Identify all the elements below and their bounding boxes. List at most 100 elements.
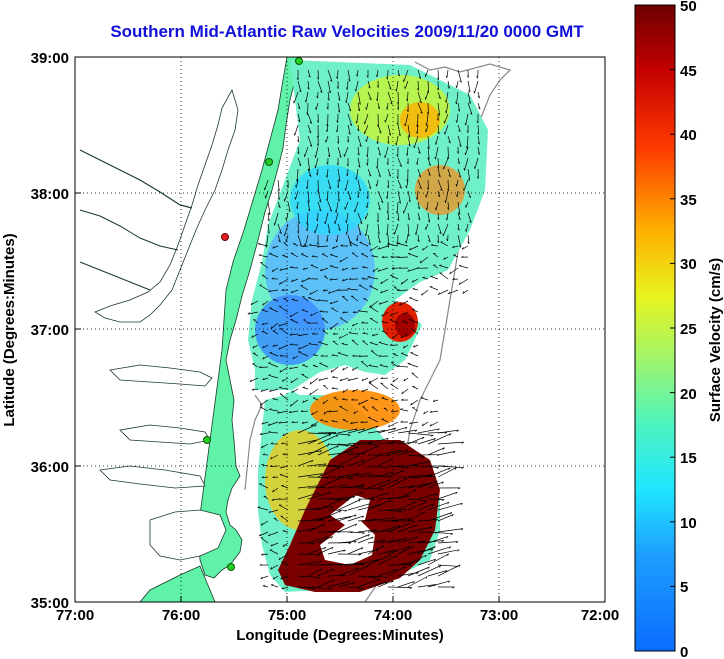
velocity-arrow bbox=[347, 565, 369, 577]
velocity-arrow-head bbox=[355, 428, 358, 431]
velocity-arrow-head bbox=[416, 560, 419, 563]
velocity-arrow-head bbox=[462, 291, 465, 294]
velocity-arrow bbox=[397, 485, 415, 489]
pamlico-sound bbox=[149, 509, 227, 561]
velocity-arrow bbox=[268, 374, 279, 379]
velocity-arrow bbox=[272, 575, 279, 580]
velocity-arrow-head bbox=[376, 141, 379, 145]
velocity-arrow-head bbox=[336, 445, 339, 448]
velocity-arrow bbox=[417, 565, 441, 577]
velocity-arrow bbox=[345, 179, 349, 191]
velocity-arrow bbox=[377, 190, 384, 203]
velocity-arrow-head bbox=[269, 389, 272, 392]
velocity-arrow-head bbox=[381, 255, 385, 258]
velocity-arrow bbox=[377, 234, 381, 243]
velocity-arrow-head bbox=[415, 232, 417, 235]
velocity-arrow bbox=[278, 305, 289, 313]
velocity-arrow bbox=[329, 300, 339, 305]
velocity-arrow-head bbox=[309, 381, 312, 385]
velocity-arrow bbox=[261, 322, 269, 326]
velocity-arrow bbox=[417, 558, 436, 566]
velocity-arrow bbox=[297, 560, 322, 566]
velocity-arrow bbox=[259, 399, 269, 406]
velocity-arrow bbox=[362, 340, 369, 346]
velocity-arrow bbox=[383, 407, 389, 412]
velocity-arrow bbox=[369, 245, 379, 252]
velocity-arrow-head bbox=[397, 255, 400, 258]
velocity-arrow-head bbox=[349, 123, 352, 126]
velocity-arrow bbox=[297, 157, 302, 167]
velocity-arrow-head bbox=[317, 577, 321, 579]
velocity-arrow bbox=[297, 212, 300, 224]
velocity-arrow bbox=[417, 503, 434, 511]
velocity-arrow bbox=[327, 146, 331, 157]
velocity-arrow-head bbox=[395, 569, 398, 572]
velocity-arrow bbox=[367, 575, 388, 578]
velocity-arrow-head bbox=[399, 164, 402, 167]
velocity-arrow bbox=[380, 377, 389, 380]
velocity-arrow-head bbox=[297, 106, 301, 110]
velocity-arrow-head bbox=[269, 408, 272, 410]
velocity-arrow-head bbox=[386, 196, 388, 199]
velocity-arrow-head bbox=[359, 221, 363, 225]
velocity-arrow-head bbox=[412, 520, 415, 523]
velocity-arrow-head bbox=[446, 238, 448, 242]
velocity-arrow-head bbox=[327, 98, 330, 101]
velocity-arrow-head bbox=[281, 442, 284, 444]
velocity-arrow-head bbox=[421, 456, 425, 458]
velocity-arrow-head bbox=[262, 345, 265, 349]
velocity-arrow bbox=[357, 559, 379, 566]
velocity-arrow bbox=[387, 426, 408, 434]
velocity-arrow-head bbox=[458, 129, 461, 133]
velocity-arrow bbox=[347, 491, 364, 500]
velocity-arrow bbox=[397, 501, 417, 511]
velocity-arrow-head bbox=[421, 423, 424, 427]
velocity-arrow bbox=[317, 568, 335, 577]
velocity-arrow bbox=[357, 102, 361, 111]
velocity-arrow bbox=[425, 91, 429, 100]
velocity-arrow-head bbox=[307, 200, 310, 203]
velocity-arrow-head bbox=[358, 354, 361, 357]
velocity-arrow bbox=[297, 459, 314, 467]
velocity-arrow-head bbox=[402, 469, 405, 473]
velocity-arrow-head bbox=[409, 587, 413, 590]
velocity-arrow bbox=[407, 436, 425, 445]
colorbar-gradient bbox=[634, 4, 676, 652]
velocity-arrow bbox=[337, 190, 340, 202]
velocity-arrow-head bbox=[281, 288, 284, 291]
velocity-arrow bbox=[319, 362, 329, 368]
velocity-arrow bbox=[367, 539, 386, 544]
velocity-arrow bbox=[307, 487, 327, 489]
colorbar-tick-label: 20 bbox=[680, 386, 697, 403]
velocity-arrow bbox=[327, 451, 354, 456]
velocity-arrow-head bbox=[345, 220, 347, 224]
velocity-arrow-head bbox=[291, 421, 294, 424]
velocity-arrow bbox=[437, 564, 458, 567]
velocity-arrow bbox=[268, 509, 279, 513]
velocity-arrow bbox=[304, 146, 309, 157]
station-markers bbox=[203, 57, 303, 571]
velocity-arrow-head bbox=[337, 467, 340, 470]
velocity-arrow-head bbox=[348, 109, 352, 112]
velocity-arrow-head bbox=[282, 453, 286, 455]
velocity-arrow bbox=[337, 514, 357, 522]
velocity-arrow-head bbox=[329, 301, 332, 305]
velocity-arrow-head bbox=[278, 557, 281, 560]
velocity-arrow bbox=[291, 278, 299, 283]
velocity-arrow bbox=[272, 330, 279, 335]
velocity-arrow bbox=[261, 274, 269, 280]
velocity-arrow bbox=[381, 311, 389, 317]
velocity-arrow-head bbox=[449, 271, 451, 275]
x-tick-label: 73:00 bbox=[480, 607, 518, 624]
velocity-arrow bbox=[286, 234, 289, 242]
velocity-arrow-head bbox=[346, 445, 349, 447]
velocity-arrow-head bbox=[316, 143, 319, 147]
velocity-arrow bbox=[301, 278, 309, 283]
velocity-arrow bbox=[317, 445, 339, 456]
velocity-arrow-head bbox=[339, 155, 342, 158]
velocity-arrow-head bbox=[319, 450, 322, 453]
velocity-arrow bbox=[326, 168, 329, 178]
velocity-arrow bbox=[277, 179, 280, 192]
velocity-arrow-head bbox=[386, 437, 389, 441]
